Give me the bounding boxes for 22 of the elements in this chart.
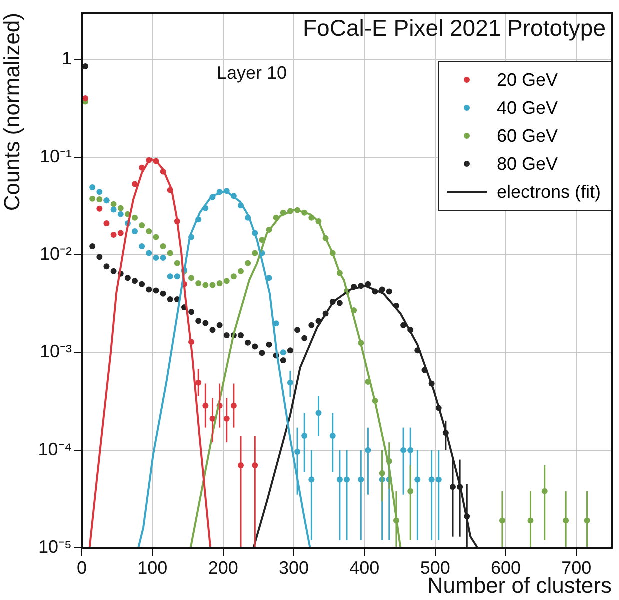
- x-tick-label: 300: [278, 558, 310, 578]
- x-tick-label: 200: [208, 558, 238, 578]
- chart-title: FoCal-E Pixel 2021 Prototype: [303, 15, 606, 42]
- legend-label: 20 GeV: [496, 70, 558, 90]
- y-tick-label: 10⁻⁴: [38, 439, 72, 460]
- x-tick-label: 0: [76, 558, 88, 578]
- y-tick-label: 1: [62, 48, 72, 69]
- text: Layer 10: [217, 63, 288, 84]
- legend-label: electrons (fit): [496, 182, 601, 202]
- y-tick-label: 10⁻¹: [40, 146, 72, 166]
- y-tick-label: 10⁻⁵: [38, 536, 72, 557]
- legend-label: 40 GeV: [496, 98, 558, 118]
- y-axis-title: Counts (normalized): [0, 13, 24, 212]
- x-tick-label: 700: [562, 558, 592, 578]
- x-tick-label: 500: [420, 558, 450, 578]
- y-tick-label: 10⁻³: [40, 342, 72, 362]
- legend-label: 80 GeV: [496, 154, 558, 174]
- x-tick-label: 600: [490, 558, 522, 578]
- legend-label: 60 GeV: [496, 126, 558, 146]
- y-tick-label: 10⁻²: [40, 244, 72, 264]
- x-tick-label: 100: [138, 558, 168, 578]
- x-tick-label: 400: [350, 558, 380, 578]
